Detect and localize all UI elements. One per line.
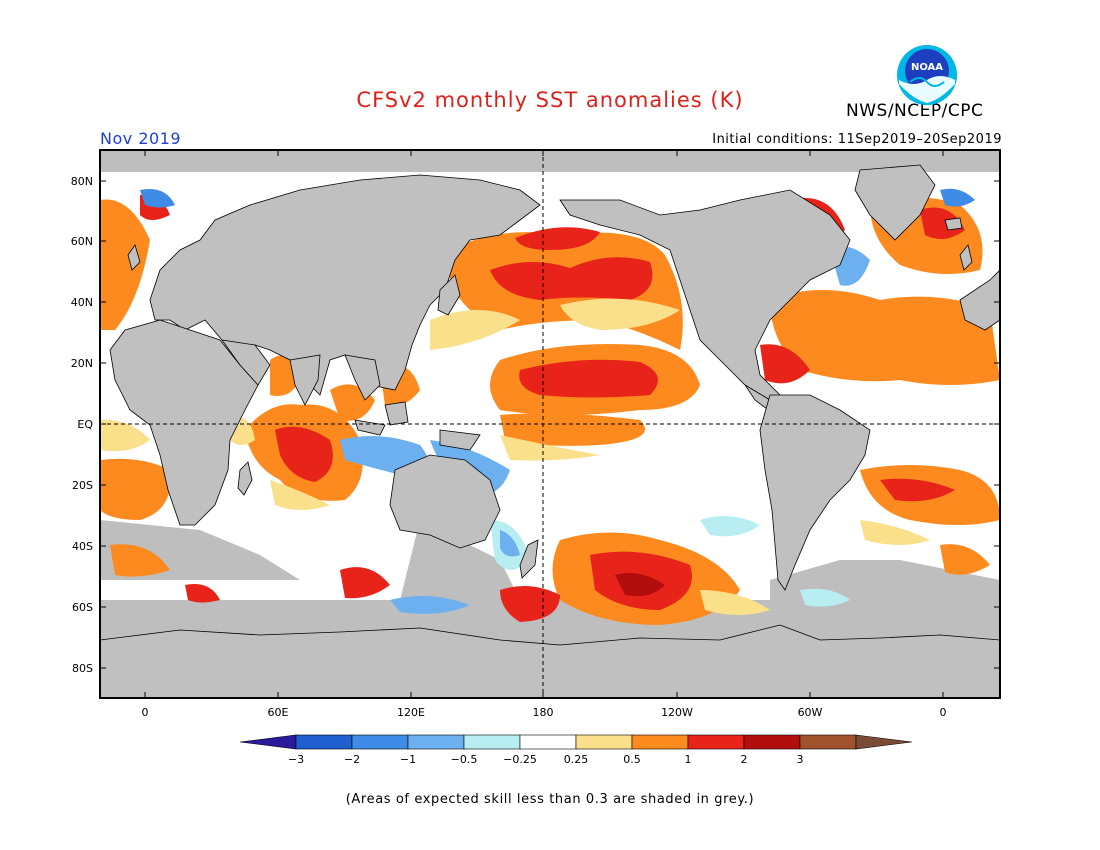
footnote: (Areas of expected skill less than 0.3 a… xyxy=(345,792,755,807)
europe-east-land xyxy=(959,269,1000,331)
colorbar-segment xyxy=(631,734,689,750)
land-masses xyxy=(100,164,1000,698)
lat-tick-label: EQ xyxy=(77,418,93,431)
colorbar-segment xyxy=(407,734,465,750)
logo-text: NOAA xyxy=(911,62,943,73)
colorbar-tick-label: 1 xyxy=(685,753,692,766)
lat-tick-label: 60S xyxy=(72,601,93,614)
lat-tick-label: 80S xyxy=(72,662,93,675)
colorbar: −3 −2 −1 −0.5 −0.25 0.25 0.5 1 2 3 xyxy=(239,734,913,766)
colorbar-segment xyxy=(799,734,857,750)
colorbar-segment xyxy=(575,734,633,750)
colorbar-tick-label: −0.25 xyxy=(503,753,537,766)
lon-tick-label: 120W xyxy=(661,706,693,719)
mild-warm-anomalies xyxy=(230,298,930,615)
africa-land xyxy=(109,319,259,526)
new-guinea-land xyxy=(439,429,481,451)
south-america-land xyxy=(759,394,871,591)
lon-tick-label: 0 xyxy=(940,706,947,719)
colorbar-tick-label: −1 xyxy=(400,753,416,766)
lon-tick-label: 0 xyxy=(142,706,149,719)
madagascar-land xyxy=(237,461,253,496)
colorbar-tick-label: 0.5 xyxy=(623,753,641,766)
lat-tick-label: 60N xyxy=(71,235,93,248)
colorbar-tick-label: −2 xyxy=(344,753,360,766)
antarctica-land xyxy=(100,624,1000,698)
map-title: CFSv2 monthly SST anomalies (K) xyxy=(356,88,744,112)
colorbar-segment xyxy=(519,734,577,750)
lon-tick-label: 60W xyxy=(798,706,823,719)
colorbar-segment xyxy=(351,734,409,750)
warm-anomalies xyxy=(100,194,1000,625)
lat-tick-label: 80N xyxy=(71,175,93,188)
arabia-land xyxy=(221,339,271,386)
lon-tick-label: 60E xyxy=(268,706,289,719)
uk-land xyxy=(127,244,141,271)
lat-tick-label: 40N xyxy=(71,296,93,309)
colorbar-tick-label: 3 xyxy=(797,753,804,766)
india-land xyxy=(289,354,321,406)
colorbar-segment xyxy=(463,734,521,750)
colorbar-segment xyxy=(687,734,745,750)
latitude-axis: 80N 60N 40N 20N EQ 20S 40S 60S 80S xyxy=(71,175,1000,675)
australia-land xyxy=(389,454,501,549)
agency-label: NWS/NCEP/CPC xyxy=(846,101,984,121)
longitude-axis: 0 60E 120E 180 120W 60W 0 xyxy=(142,150,947,719)
borneo-land xyxy=(384,401,409,426)
indochina-land xyxy=(344,354,381,401)
lat-tick-label: 40S xyxy=(72,540,93,553)
colorbar-tick-label: 0.25 xyxy=(564,753,589,766)
lat-tick-label: 20S xyxy=(72,479,93,492)
lon-tick-label: 120E xyxy=(397,706,425,719)
greenland-land xyxy=(854,164,936,241)
forecast-month: Nov 2019 xyxy=(100,129,182,148)
colorbar-extend-high xyxy=(855,734,913,750)
colorbar-segment xyxy=(295,734,353,750)
colorbar-tick-label: 2 xyxy=(741,753,748,766)
new-zealand-land xyxy=(519,539,539,579)
colorbar-extend-low xyxy=(239,734,297,750)
colorbar-segment xyxy=(743,734,801,750)
iceland-land xyxy=(944,217,963,231)
north-america-land xyxy=(559,189,851,401)
uk-land-east xyxy=(959,244,973,271)
colorbar-tick-label: −0.5 xyxy=(451,753,478,766)
lon-tick-label: 180 xyxy=(533,706,554,719)
noaa-logo-icon: NOAA xyxy=(897,45,957,105)
lat-tick-label: 20N xyxy=(71,357,93,370)
initial-conditions: Initial conditions: 11Sep2019–20Sep2019 xyxy=(712,132,1002,147)
japan-land xyxy=(437,274,461,316)
colorbar-tick-label: −3 xyxy=(288,753,304,766)
